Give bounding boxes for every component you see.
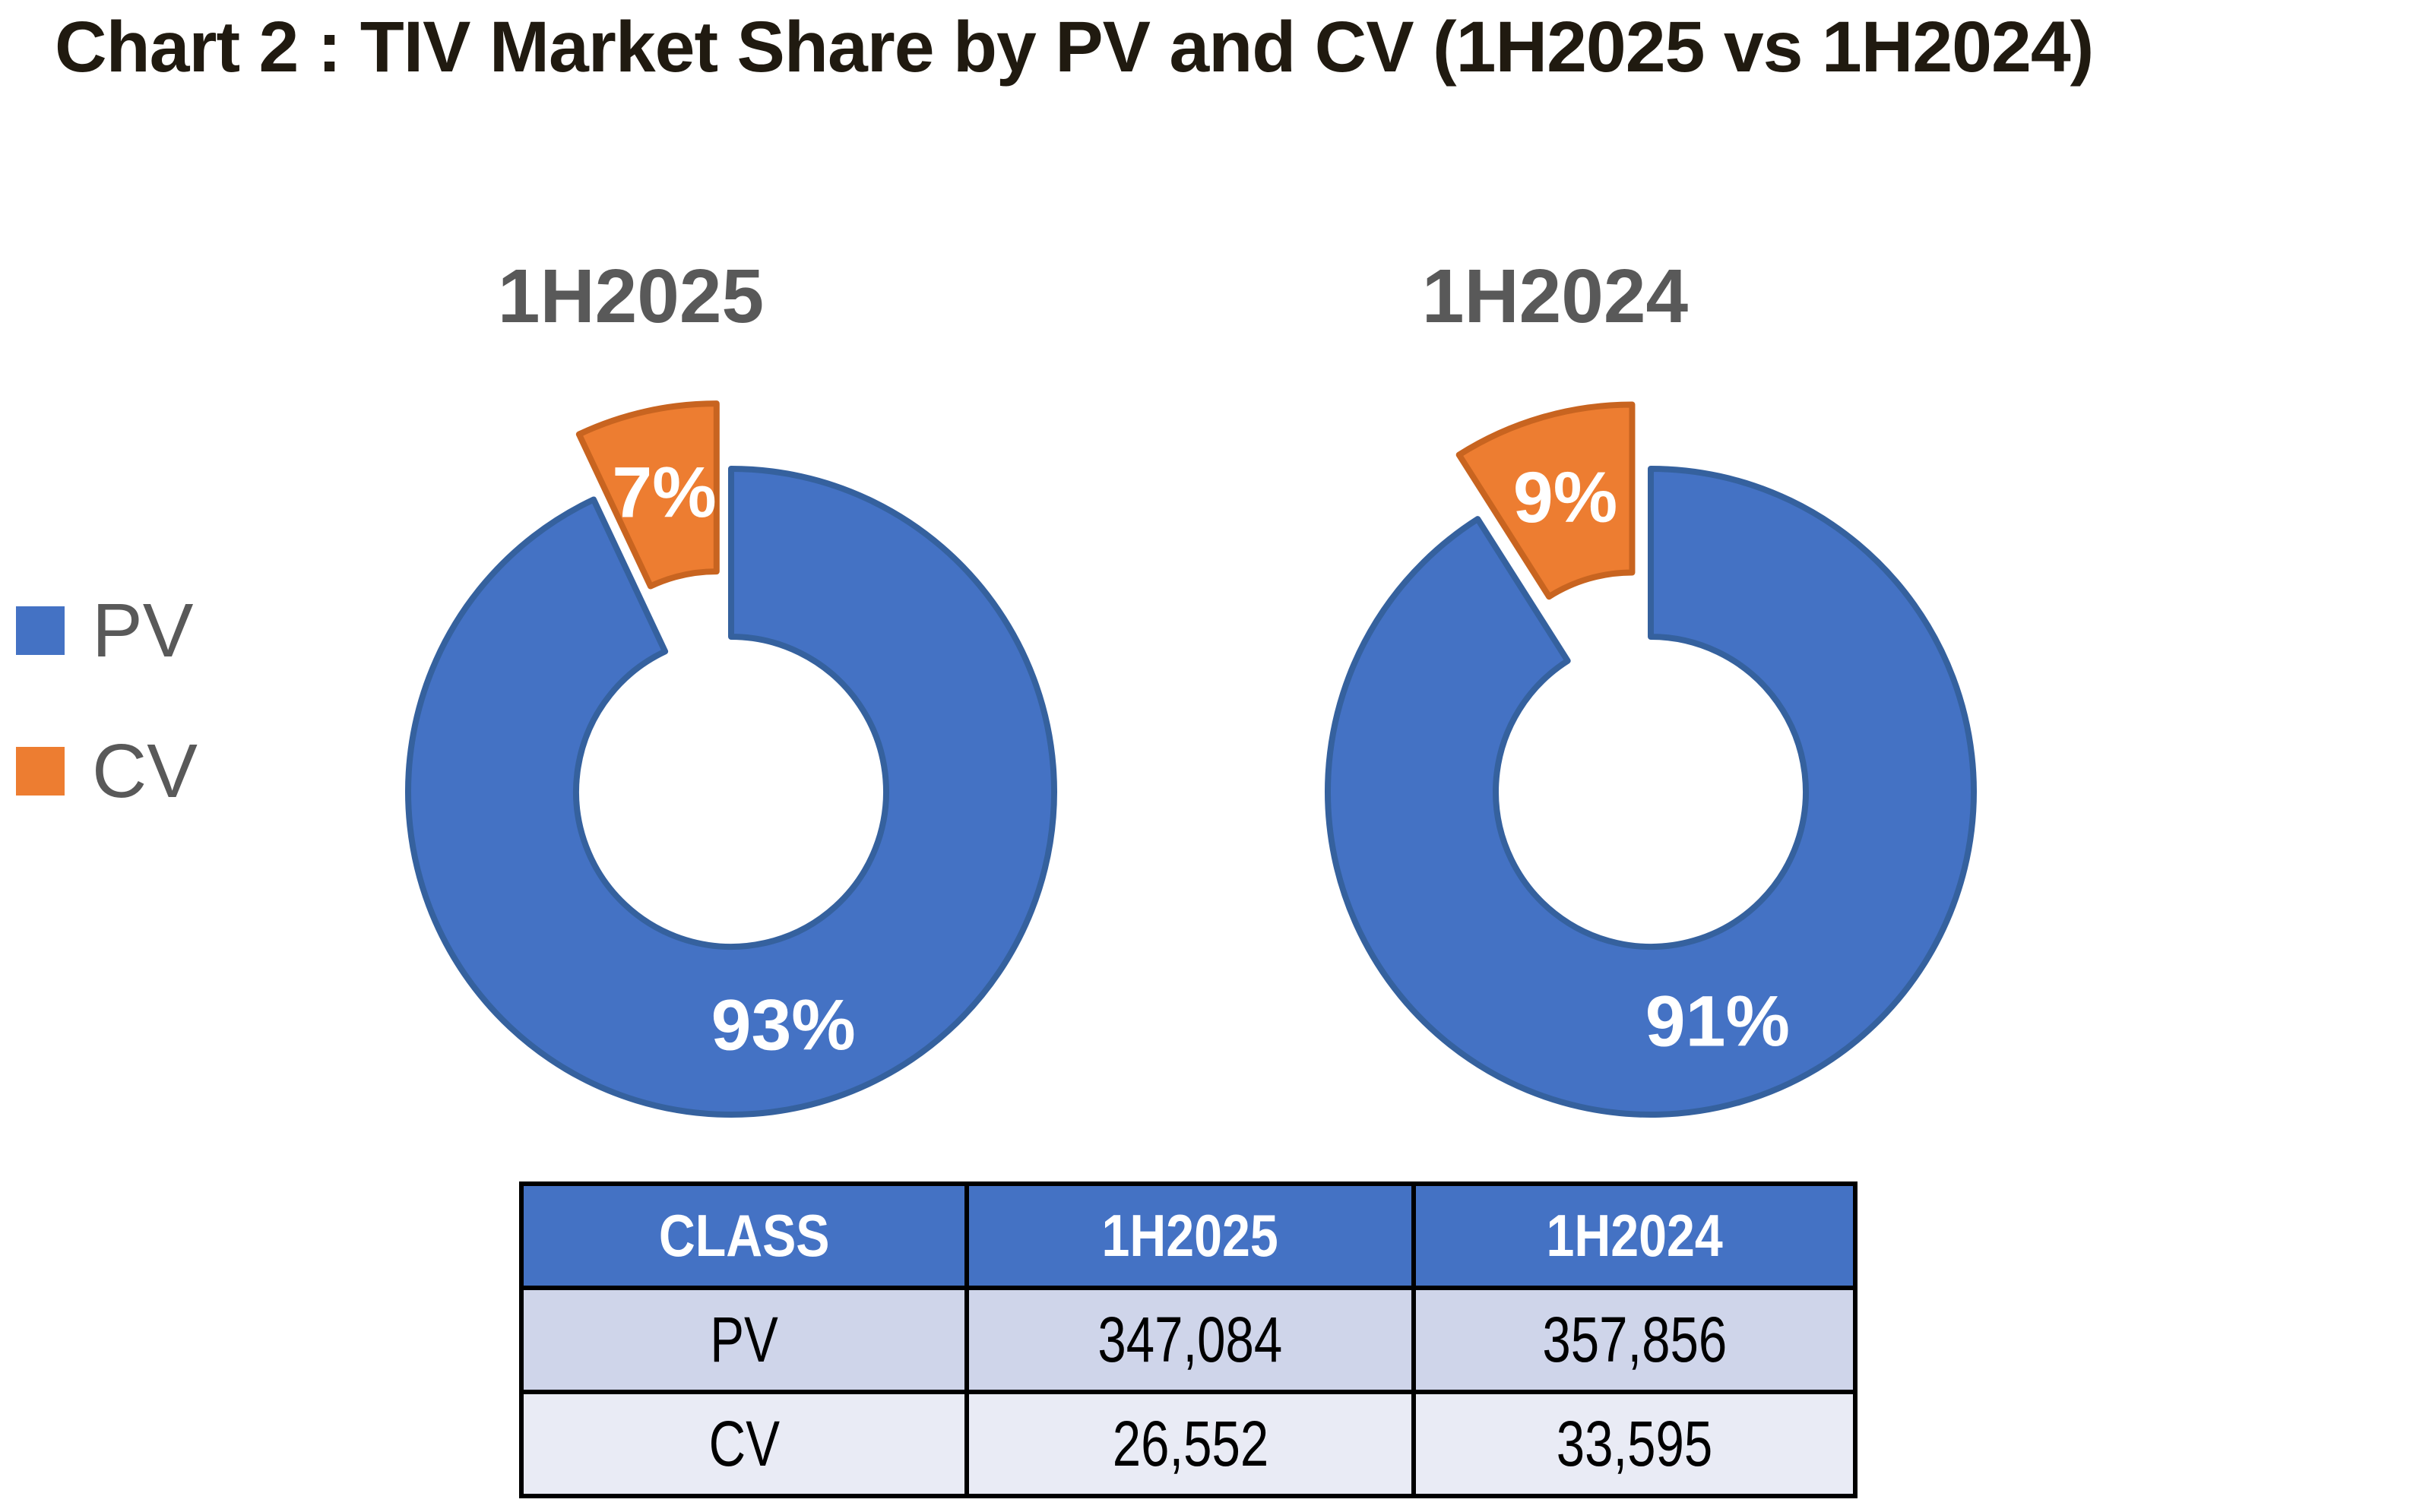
- cv-color-swatch: [16, 747, 65, 796]
- legend-label-cv: CV: [92, 729, 198, 814]
- table-header-row: CLASS 1H2025 1H2024: [519, 1181, 1858, 1290]
- page-title: Chart 2 : TIV Market Share by PV and CV …: [55, 7, 2094, 87]
- table-cell-cv-class: CV: [519, 1390, 969, 1498]
- donut-slice-pv-1h2024: [1324, 466, 1977, 1118]
- slice-label-pv-1h2024: 91%: [1645, 981, 1790, 1061]
- table-cell-pv-1h2024: 357,856: [1411, 1286, 1858, 1394]
- slice-label-cv-1h2025: 7%: [612, 453, 716, 533]
- table-cell-cv-1h2025: 26,552: [964, 1390, 1416, 1498]
- table-header-class: CLASS: [519, 1181, 969, 1290]
- table-cell-pv-class: PV: [519, 1286, 969, 1394]
- pv-color-swatch: [16, 606, 65, 655]
- donut-slice-cv-1h2025: [575, 400, 720, 590]
- slice-label-pv-1h2025: 93%: [711, 985, 856, 1065]
- tiv-data-table: CLASS 1H2025 1H2024 PV 347,084 357,856 C…: [519, 1181, 1858, 1498]
- donut-title-1h2025: 1H2025: [497, 254, 765, 339]
- table-cell-pv-1h2025: 347,084: [964, 1286, 1416, 1394]
- slice-label-cv-1h2024: 9%: [1513, 457, 1617, 538]
- donut-slice-pv-1h2025: [405, 466, 1057, 1118]
- donut-slice-cv-1h2024: [1455, 401, 1636, 600]
- donut-chart-1h2024: 91% 9%: [1324, 401, 1977, 1118]
- table-row-pv: PV 347,084 357,856: [519, 1286, 1858, 1394]
- donut-chart-1h2025: 93% 7%: [405, 400, 1057, 1118]
- legend-label-pv: PV: [92, 588, 194, 673]
- table-header-1h2025: 1H2025: [964, 1181, 1416, 1290]
- legend-item-cv: CV: [16, 729, 198, 814]
- legend-item-pv: PV: [16, 588, 194, 673]
- table-cell-cv-1h2024: 33,595: [1411, 1390, 1858, 1498]
- table-header-1h2024: 1H2024: [1411, 1181, 1858, 1290]
- table-row-cv: CV 26,552 33,595: [519, 1390, 1858, 1498]
- donut-title-1h2024: 1H2024: [1421, 254, 1689, 339]
